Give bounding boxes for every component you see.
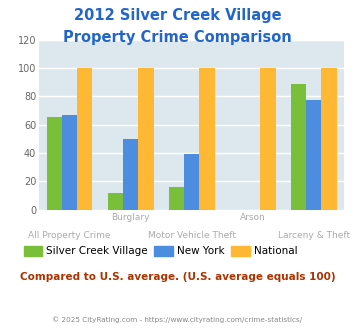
- Bar: [200, 68, 214, 210]
- Bar: [261, 68, 275, 210]
- Text: Property Crime Comparison: Property Crime Comparison: [63, 30, 292, 45]
- Bar: [62, 115, 77, 210]
- Text: Motor Vehicle Theft: Motor Vehicle Theft: [148, 231, 236, 240]
- Text: Compared to U.S. average. (U.S. average equals 100): Compared to U.S. average. (U.S. average …: [20, 272, 335, 282]
- Text: © 2025 CityRating.com - https://www.cityrating.com/crime-statistics/: © 2025 CityRating.com - https://www.city…: [53, 317, 302, 323]
- Bar: [123, 139, 138, 210]
- Bar: [108, 193, 123, 210]
- Text: 2012 Silver Creek Village: 2012 Silver Creek Village: [74, 8, 281, 23]
- Bar: [138, 68, 153, 210]
- Bar: [291, 83, 306, 210]
- Bar: [322, 68, 337, 210]
- Text: All Property Crime: All Property Crime: [28, 231, 111, 240]
- Text: Arson: Arson: [240, 213, 266, 222]
- Bar: [184, 154, 200, 210]
- Bar: [169, 187, 184, 210]
- Bar: [77, 68, 92, 210]
- Bar: [306, 101, 322, 210]
- Bar: [47, 117, 62, 210]
- Text: Burglary: Burglary: [111, 213, 150, 222]
- Legend: Silver Creek Village, New York, National: Silver Creek Village, New York, National: [20, 242, 302, 260]
- Text: Larceny & Theft: Larceny & Theft: [278, 231, 350, 240]
